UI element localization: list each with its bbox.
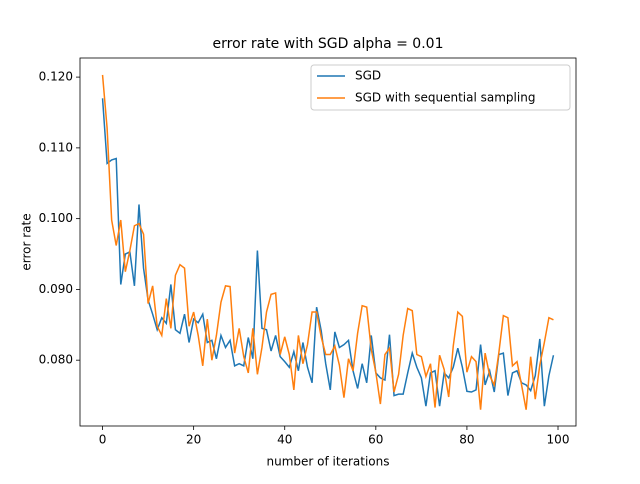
y-tick-label: 0.090	[39, 282, 73, 296]
x-axis-label: number of iterations	[267, 455, 390, 469]
legend-label: SGD with sequential sampling	[355, 91, 535, 105]
x-tick-label: 60	[368, 433, 383, 447]
y-axis-label: error rate	[20, 213, 34, 270]
x-tick-label: 80	[459, 433, 474, 447]
x-tick-label: 100	[547, 433, 570, 447]
series-line	[101, 98, 555, 407]
y-tick-label: 0.100	[39, 211, 73, 225]
legend-label: SGD	[355, 69, 381, 83]
axes-frame	[79, 57, 577, 427]
x-tick-label: 40	[277, 433, 292, 447]
series-line	[101, 74, 554, 410]
y-tick-label: 0.110	[39, 140, 73, 154]
legend-box	[310, 64, 571, 111]
x-tick-label: 0	[99, 433, 107, 447]
x-tick-label: 20	[186, 433, 201, 447]
chart-title: error rate with SGD alpha = 0.01	[213, 36, 444, 52]
y-tick-label: 0.120	[39, 70, 73, 84]
y-tick-label: 0.080	[39, 353, 73, 367]
